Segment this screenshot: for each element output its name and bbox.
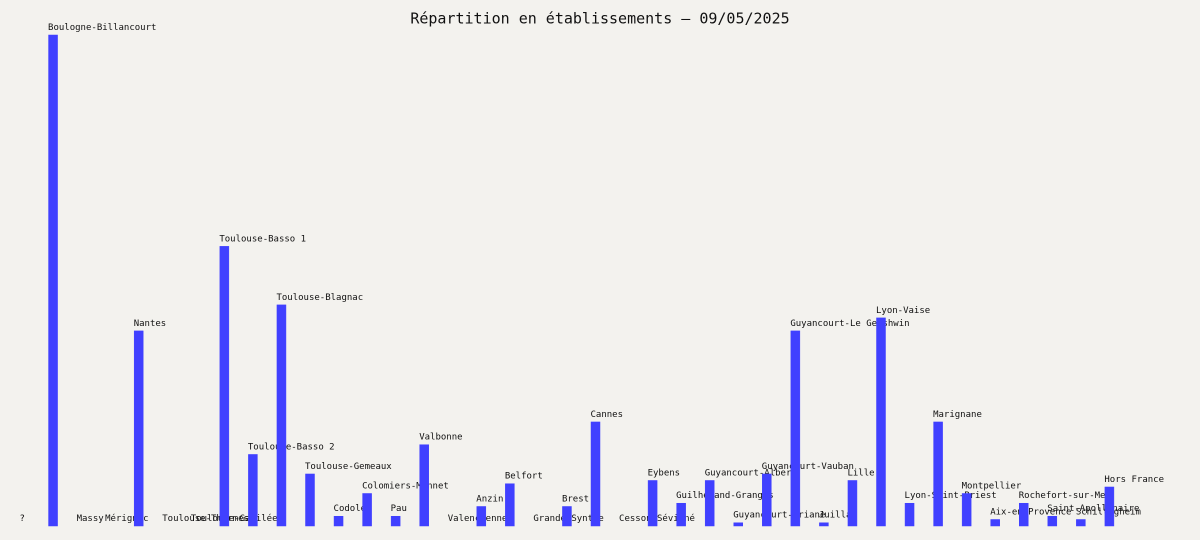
bar-label: Lyon-Saint-Priest [905,491,997,501]
bar-label: Guyancourt-Le Gershwin [790,319,909,329]
bar [476,506,487,527]
bar-label: Codolet [334,504,372,514]
bar [48,34,58,527]
bar-label: Montpellier [962,481,1022,491]
bar-label: Brest [562,494,589,504]
bar [333,515,344,527]
bar-label: Anzin [476,494,503,504]
bar [305,473,315,527]
bar [762,473,772,527]
bar-label: Toulouse-Thermes [162,514,249,524]
bar-label: Belfort [505,472,543,482]
bar [1076,519,1086,527]
bar-label: Pau [391,504,407,514]
bar-label: Toulouse-Basso 1 [219,234,306,244]
bar [276,304,287,527]
bar-label: Guyancourt-Ariane [733,511,825,521]
bar [505,483,515,527]
bar-label: Cannes [591,410,624,420]
bar [847,480,858,527]
bar [933,421,943,527]
bar-label: Guilherand-Granges [676,491,774,501]
bar-label: Nantes [134,319,167,329]
bar [390,515,401,527]
bar [1047,515,1058,527]
bar [790,330,801,527]
bar [590,421,601,527]
bar [647,480,658,527]
bar-label: Marignane [933,410,982,420]
bar [990,519,1000,527]
bar-label: Lille [847,468,874,478]
bar-label: Rochefort-sur-Mer [1019,491,1112,501]
bar [219,246,230,527]
bar-label: Mérignac [105,513,148,524]
bar-label: Toulouse-Galilée [191,513,278,524]
bar [562,506,572,527]
bar-label: Saint-Apollinaire [1047,504,1139,514]
bar-label: Aix-en-Provence [990,507,1071,517]
bar-label: Toulouse-Blagnac [276,293,363,303]
bar-label: Eybens [648,468,681,478]
bar-label: Valbonne [419,433,462,443]
bar [733,522,743,527]
bar-label: ? [20,514,25,524]
bar-label: Toulouse-Basso 2 [248,442,335,452]
bar-label: Boulogne-Billancourt [48,23,156,33]
bar [133,330,144,527]
bar [1104,486,1115,527]
bar [704,480,715,527]
bar-label: Lyon-Vaise [876,306,930,316]
bar-label: Toulouse-Gemeaux [305,462,392,472]
bar-label: Juillan [819,511,857,521]
bar-label: Guyancourt-Albero [705,468,797,478]
bar [819,522,829,527]
bar [876,317,886,527]
bar-label: Massy [77,514,105,524]
bar-label: Guyancourt-Vauban [762,462,854,472]
bar [1019,502,1029,527]
bar [248,454,258,527]
bar [676,502,686,527]
bar-label: Hors France [1104,475,1164,485]
bar [362,493,372,527]
bar-label: Colomiers-Monnet [362,481,449,491]
bar [961,493,972,527]
bar [419,444,429,527]
bar [904,502,915,527]
chart-title: Répartition en établissements – 09/05/20… [410,10,789,28]
